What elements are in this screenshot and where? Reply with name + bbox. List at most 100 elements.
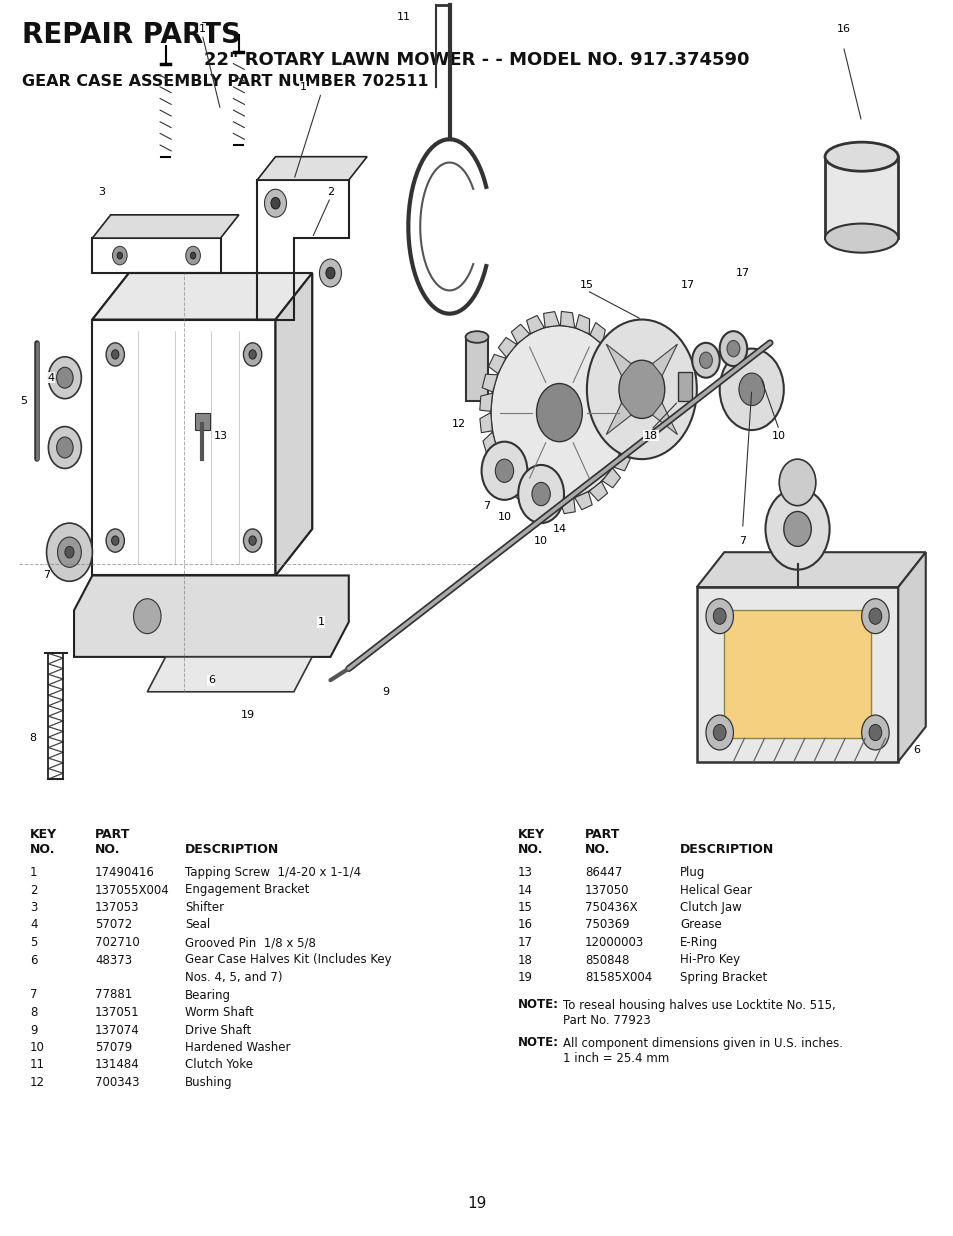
Circle shape — [705, 598, 733, 634]
Bar — [824, 157, 898, 239]
Text: 13: 13 — [213, 431, 228, 441]
Text: 1: 1 — [317, 617, 324, 627]
Text: KEY: KEY — [517, 828, 544, 840]
Text: DESCRIPTION: DESCRIPTION — [679, 843, 774, 857]
Circle shape — [47, 523, 92, 581]
Polygon shape — [479, 413, 492, 433]
Circle shape — [764, 488, 829, 570]
Polygon shape — [74, 576, 349, 656]
Text: 750369: 750369 — [584, 918, 629, 932]
Text: 8: 8 — [30, 733, 36, 743]
Text: Helical Gear: Helical Gear — [679, 884, 751, 896]
Circle shape — [713, 724, 725, 740]
Circle shape — [861, 598, 888, 634]
Text: 12: 12 — [451, 419, 465, 429]
Text: NO.: NO. — [95, 843, 120, 857]
Circle shape — [319, 260, 341, 287]
Text: 131484: 131484 — [95, 1058, 139, 1072]
Text: KEY: KEY — [30, 828, 57, 840]
Text: 2: 2 — [30, 884, 37, 896]
Text: 7: 7 — [739, 535, 745, 545]
Text: Grooved Pin  1/8 x 5/8: Grooved Pin 1/8 x 5/8 — [185, 936, 315, 949]
Text: Plug: Plug — [679, 866, 704, 879]
Text: 77881: 77881 — [95, 989, 132, 1001]
Text: Nos. 4, 5, and 7): Nos. 4, 5, and 7) — [185, 971, 282, 984]
Text: Tapping Screw  1/4-20 x 1-1/4: Tapping Screw 1/4-20 x 1-1/4 — [185, 866, 361, 879]
Circle shape — [586, 320, 696, 459]
Circle shape — [249, 350, 256, 360]
Text: 6: 6 — [208, 675, 214, 685]
Text: 48373: 48373 — [95, 953, 132, 967]
Circle shape — [186, 246, 200, 265]
Circle shape — [191, 252, 195, 260]
Polygon shape — [652, 344, 677, 376]
Text: 137051: 137051 — [95, 1006, 139, 1018]
Text: E-Ring: E-Ring — [679, 936, 718, 949]
Text: 1: 1 — [198, 23, 206, 33]
Text: Bushing: Bushing — [185, 1077, 233, 1089]
Text: 2: 2 — [327, 187, 334, 197]
Text: DESCRIPTION: DESCRIPTION — [185, 843, 279, 857]
Polygon shape — [529, 491, 542, 510]
Text: 19: 19 — [467, 1196, 486, 1211]
Circle shape — [57, 538, 81, 567]
Circle shape — [705, 716, 733, 750]
Polygon shape — [92, 273, 312, 320]
Circle shape — [618, 360, 664, 419]
Circle shape — [106, 529, 124, 552]
Text: 137055X004: 137055X004 — [95, 884, 170, 896]
Bar — [678, 372, 692, 400]
Text: 12000003: 12000003 — [584, 936, 643, 949]
Polygon shape — [605, 344, 631, 376]
Text: 19: 19 — [241, 709, 254, 721]
Circle shape — [719, 331, 746, 366]
Text: 10: 10 — [771, 431, 785, 441]
Circle shape — [56, 438, 73, 459]
Text: Spring Bracket: Spring Bracket — [679, 971, 766, 984]
Text: NOTE:: NOTE: — [517, 1037, 558, 1049]
Polygon shape — [543, 311, 558, 328]
Text: 700343: 700343 — [95, 1077, 139, 1089]
Ellipse shape — [465, 331, 488, 342]
Text: 1: 1 — [299, 82, 306, 91]
Polygon shape — [489, 450, 504, 473]
Text: 6: 6 — [912, 745, 919, 755]
Circle shape — [532, 482, 550, 506]
Text: 16: 16 — [836, 23, 849, 33]
Circle shape — [692, 342, 719, 378]
Text: 14: 14 — [552, 524, 566, 534]
Circle shape — [719, 349, 783, 430]
Text: 11: 11 — [396, 12, 411, 22]
Circle shape — [133, 598, 161, 634]
Polygon shape — [147, 656, 312, 692]
Polygon shape — [257, 157, 367, 180]
Polygon shape — [696, 552, 924, 587]
Circle shape — [868, 724, 881, 740]
Text: Engagement Bracket: Engagement Bracket — [185, 884, 309, 896]
Polygon shape — [723, 611, 870, 738]
Text: 15: 15 — [517, 901, 533, 913]
Text: NO.: NO. — [517, 843, 543, 857]
Text: 16: 16 — [517, 918, 533, 932]
Text: 10: 10 — [30, 1041, 45, 1054]
Polygon shape — [696, 587, 898, 761]
Circle shape — [495, 459, 513, 482]
Circle shape — [49, 426, 81, 468]
Text: NO.: NO. — [584, 843, 610, 857]
Text: 10: 10 — [534, 535, 548, 545]
Text: 750436X: 750436X — [584, 901, 637, 913]
Polygon shape — [601, 468, 619, 488]
Text: 7: 7 — [43, 571, 51, 581]
Circle shape — [112, 350, 119, 360]
Polygon shape — [626, 393, 639, 413]
Polygon shape — [481, 375, 497, 392]
Text: Gear Case Halves Kit (Includes Key: Gear Case Halves Kit (Includes Key — [185, 953, 392, 967]
Text: REPAIR PARTS: REPAIR PARTS — [22, 21, 241, 49]
Text: Hardened Washer: Hardened Washer — [185, 1041, 291, 1054]
Text: 137050: 137050 — [584, 884, 629, 896]
Circle shape — [490, 325, 627, 499]
Text: 17: 17 — [679, 279, 694, 289]
Polygon shape — [574, 492, 592, 509]
Text: 6: 6 — [30, 953, 37, 967]
Text: PART: PART — [95, 828, 131, 840]
